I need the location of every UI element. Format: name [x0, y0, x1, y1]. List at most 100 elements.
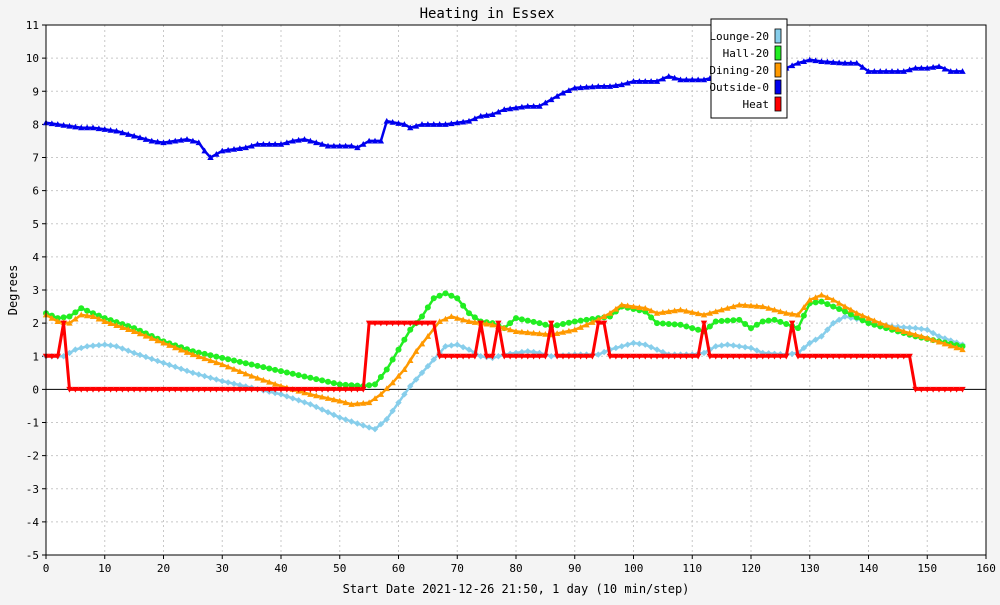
data-point-dining-20	[54, 318, 61, 325]
data-point-heat	[224, 386, 232, 393]
data-point-heat	[430, 320, 437, 327]
y-tick-label: 5	[32, 218, 39, 231]
data-point-lounge-20	[389, 407, 396, 415]
data-point-hall-20	[213, 353, 220, 360]
data-point-lounge-20	[301, 399, 308, 406]
data-point-hall-20	[225, 356, 232, 363]
data-point-outside-0	[659, 75, 667, 82]
data-point-heat	[712, 353, 719, 360]
data-point-dining-20	[665, 308, 672, 315]
data-point-heat	[918, 386, 925, 393]
data-point-hall-20	[571, 318, 578, 325]
data-point-outside-0	[383, 117, 390, 124]
data-point-outside-0	[518, 103, 526, 110]
data-point-heat	[947, 386, 954, 393]
data-point-hall-20	[266, 365, 273, 372]
data-point-heat	[177, 386, 185, 393]
data-point-lounge-20	[700, 349, 708, 357]
data-point-outside-0	[612, 82, 620, 89]
data-point-lounge-20	[612, 344, 620, 352]
data-point-heat	[694, 353, 702, 360]
data-point-hall-20	[513, 315, 519, 322]
data-point-dining-20	[694, 310, 702, 317]
data-point-heat	[183, 386, 191, 393]
data-point-heat	[718, 353, 725, 360]
data-point-lounge-20	[935, 333, 943, 340]
data-point-heat	[242, 386, 249, 393]
data-point-outside-0	[847, 59, 855, 66]
data-point-lounge-20	[448, 342, 455, 349]
data-point-heat	[219, 386, 226, 393]
y-tick-label: -4	[26, 516, 40, 529]
data-point-outside-0	[177, 136, 185, 143]
data-point-lounge-20	[900, 324, 907, 331]
data-point-outside-0	[330, 142, 338, 149]
data-point-heat	[260, 386, 267, 393]
data-point-heat	[642, 353, 649, 360]
data-point-lounge-20	[130, 349, 138, 357]
data-point-heat	[283, 386, 291, 393]
series-dining-20	[42, 291, 966, 407]
data-point-dining-20	[442, 315, 449, 322]
data-point-lounge-20	[360, 422, 367, 429]
data-point-hall-20	[407, 326, 414, 333]
data-point-dining-20	[119, 324, 126, 330]
data-point-heat	[665, 353, 672, 360]
data-point-outside-0	[483, 112, 490, 118]
data-point-outside-0	[794, 59, 802, 66]
data-point-outside-0	[266, 141, 273, 147]
data-point-outside-0	[395, 120, 402, 126]
data-point-lounge-20	[324, 409, 332, 416]
data-point-outside-0	[248, 142, 255, 149]
x-tick-label: 150	[917, 562, 937, 575]
data-point-lounge-20	[724, 341, 731, 348]
data-point-lounge-20	[383, 415, 390, 423]
data-point-outside-0	[636, 78, 643, 84]
data-point-dining-20	[741, 302, 749, 308]
data-point-dining-20	[136, 330, 144, 337]
data-point-heat	[66, 386, 73, 393]
data-point-lounge-20	[213, 376, 220, 383]
data-point-dining-20	[254, 374, 261, 381]
data-point-heat	[330, 386, 338, 393]
data-point-heat	[859, 353, 866, 360]
data-point-heat	[788, 320, 796, 327]
data-point-outside-0	[694, 76, 702, 83]
data-point-lounge-20	[718, 342, 725, 349]
data-point-hall-20	[295, 372, 302, 379]
y-tick-label: -5	[26, 549, 39, 562]
data-point-dining-20	[553, 330, 561, 337]
data-point-dining-20	[671, 307, 678, 314]
x-tick-label: 120	[741, 562, 761, 575]
data-point-dining-20	[518, 328, 526, 335]
data-point-lounge-20	[495, 353, 502, 360]
legend-swatch	[774, 45, 782, 61]
data-point-hall-20	[583, 316, 590, 323]
data-point-dining-20	[677, 306, 684, 313]
data-point-hall-20	[348, 382, 355, 389]
data-point-heat	[395, 320, 402, 327]
data-point-outside-0	[501, 106, 508, 113]
data-point-hall-20	[260, 364, 267, 371]
data-point-lounge-20	[277, 391, 285, 398]
data-point-dining-20	[448, 313, 455, 320]
data-point-heat	[730, 353, 737, 360]
data-point-hall-20	[236, 358, 243, 365]
data-point-dining-20	[142, 332, 150, 339]
data-point-hall-20	[372, 381, 378, 388]
data-point-outside-0	[806, 56, 813, 63]
data-point-lounge-20	[929, 329, 937, 337]
data-point-hall-20	[724, 317, 731, 324]
data-point-hall-20	[436, 292, 443, 299]
data-point-dining-20	[318, 393, 326, 400]
data-point-dining-20	[371, 395, 379, 402]
data-point-heat	[459, 353, 467, 360]
data-point-outside-0	[107, 126, 114, 133]
data-point-outside-0	[947, 68, 954, 74]
data-point-heat	[595, 320, 602, 327]
data-point-lounge-20	[336, 414, 343, 421]
data-point-heat	[612, 353, 620, 360]
data-point-hall-20	[795, 325, 801, 332]
data-point-outside-0	[301, 136, 308, 142]
data-point-dining-20	[853, 309, 860, 316]
